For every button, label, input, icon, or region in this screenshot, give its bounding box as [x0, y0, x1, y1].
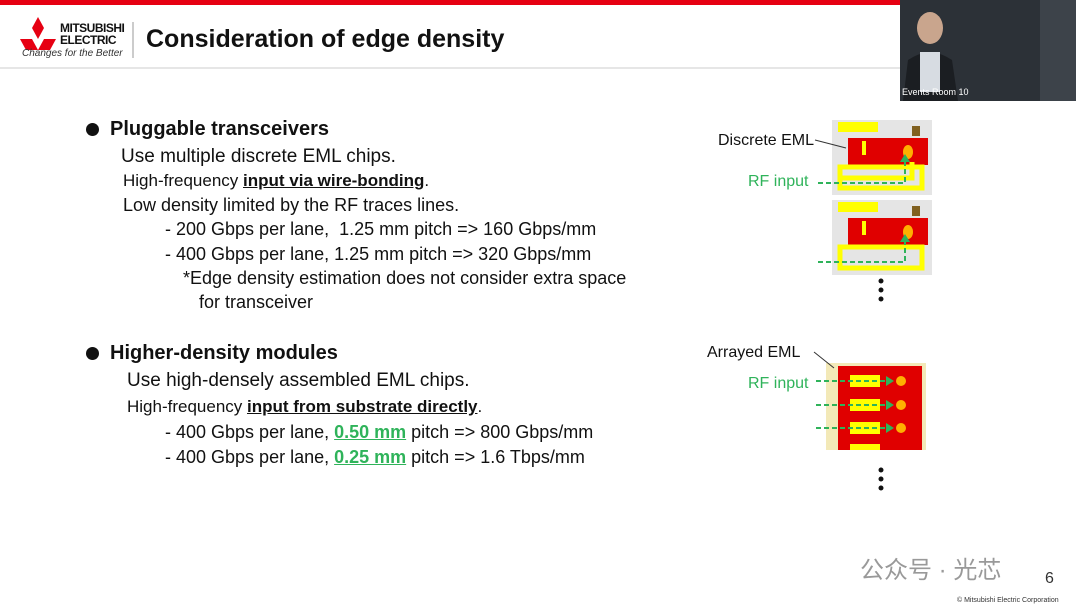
text-run: Use multiple discrete EML chips. [121, 146, 396, 167]
logo-text: MITSUBISHI [60, 21, 125, 35]
text-run: . [477, 397, 483, 416]
section-heading: Pluggable transceivers [110, 118, 329, 140]
text-line: High-frequency input from substrate dire… [127, 397, 482, 417]
text-line: Use high-densely assembled EML chips. [127, 370, 470, 392]
page-number: 6 [1045, 570, 1054, 587]
arrayed-eml [816, 363, 926, 450]
text-run: 0.50 mm [334, 422, 407, 442]
watermark: 公众号 · 光芯 [860, 557, 1002, 584]
text-run: - 400 Gbps per lane, [165, 422, 335, 442]
callout-line [814, 139, 847, 149]
text-line: High-frequency input via wire-bonding. [123, 171, 429, 191]
text-run: pitch => 800 Gbps/mm [406, 422, 594, 442]
text-run: Use high-densely assembled EML chips. [127, 370, 470, 391]
video [900, 0, 1076, 101]
text-line: *Edge density estimation does not consid… [183, 268, 626, 289]
video-label: Events Room 10 [902, 87, 969, 97]
text-run: - 200 Gbps per lane, 1.25 mm pitch => 16… [165, 219, 597, 239]
text-run: - 400 Gbps per lane, [165, 447, 335, 467]
text-line: Low density limited by the RF traces lin… [123, 195, 459, 216]
diagram-label: Discrete EML [718, 132, 815, 149]
ellipsis-1 [878, 278, 884, 302]
top-bar [0, 0, 900, 5]
text-line: - 200 Gbps per lane, 1.25 mm pitch => 16… [165, 219, 596, 240]
diagram-label: RF input [748, 375, 809, 392]
bullet [86, 347, 99, 360]
text-run: input via wire-bonding [243, 171, 425, 190]
diagram-label: RF input [748, 173, 809, 190]
copyright: © Mitsubishi Electric Corporation [957, 597, 1059, 604]
logo-slogan: Changes for the Better [22, 48, 123, 59]
text-line: - 400 Gbps per lane, 1.25 mm pitch => 32… [165, 244, 591, 265]
text-line: - 400 Gbps per lane, 0.50 mm pitch => 80… [165, 422, 593, 443]
text-run: 0.25 mm [334, 447, 407, 467]
bullet [86, 123, 99, 136]
text-run: Low density limited by the RF traces lin… [123, 195, 460, 215]
discrete-eml-2 [818, 200, 932, 275]
text-run: pitch => 1.6 Tbps/mm [406, 447, 585, 467]
section-heading: Higher-density modules [110, 342, 338, 364]
text-run: input from substrate directly [247, 397, 478, 416]
slide-title: Consideration of edge density [146, 25, 505, 53]
diagram-label: Arrayed EML [707, 344, 801, 361]
text-run: High-frequency [127, 397, 248, 416]
text-line: - 400 Gbps per lane, 0.25 mm pitch => 1.… [165, 447, 585, 468]
discrete-eml-1 [818, 120, 932, 195]
ellipsis-2 [878, 467, 884, 491]
callout-line [813, 351, 835, 369]
logo-diamonds [20, 17, 56, 50]
text-run: *Edge density estimation does not consid… [183, 268, 627, 288]
text-line: for transceiver [199, 292, 313, 313]
text-run: . [424, 171, 430, 190]
text-line: Use multiple discrete EML chips. [121, 146, 396, 168]
text-run: High-frequency [123, 171, 244, 190]
text-run: - 400 Gbps per lane, 1.25 mm pitch => 32… [165, 244, 592, 264]
text-run: for transceiver [199, 292, 314, 312]
logo-text: ELECTRIC [60, 33, 117, 47]
